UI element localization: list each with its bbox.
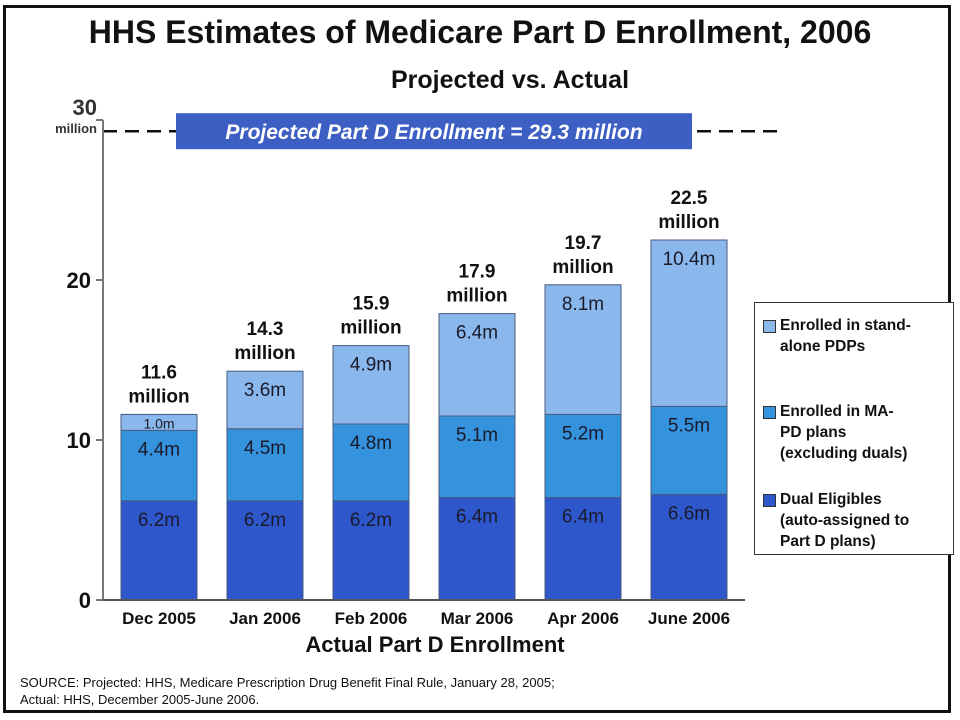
bar-4-series-1 — [544, 413, 622, 499]
segment-label-2-2: 4.9m — [350, 355, 392, 376]
bar-3-series-1 — [438, 415, 516, 499]
total-label-1: 14.3 — [247, 319, 284, 340]
total-unit-label-3: million — [446, 286, 507, 307]
bar-0-series-1 — [120, 429, 198, 502]
segment-label-3-1: 5.1m — [456, 425, 498, 446]
source-note: SOURCE: Projected: HHS, Medicare Prescri… — [20, 674, 920, 708]
segment-label-2-1: 4.8m — [350, 433, 392, 454]
bar-2-series-0 — [332, 500, 410, 601]
segment-label-1-2: 3.6m — [244, 380, 286, 401]
x-tick-label-3: Mar 2006 — [441, 609, 514, 628]
segment-label-4-1: 5.2m — [562, 423, 604, 444]
bar-1-series-1 — [226, 428, 304, 502]
segment-label-0-1: 4.4m — [138, 439, 180, 460]
bar-2-series-2 — [332, 345, 410, 425]
y-tick-label-0: 0 — [79, 588, 91, 613]
chart-title: HHS Estimates of Medicare Part D Enrollm… — [88, 14, 872, 50]
bar-4-series-2 — [544, 284, 622, 415]
segment-label-4-2: 8.1m — [562, 294, 604, 315]
segment-label-0-2: 1.0m — [143, 415, 174, 431]
x-tick-label-5: June 2006 — [648, 609, 730, 628]
total-unit-label-5: million — [658, 212, 719, 233]
segment-label-5-2: 10.4m — [663, 249, 716, 270]
bar-5-series-0 — [650, 493, 728, 601]
legend: Enrolled in stand- alone PDPs Enrolled in… — [754, 302, 954, 555]
legend-label-0: Enrolled in stand- alone PDPs — [780, 317, 911, 355]
bar-1-series-0 — [226, 500, 304, 601]
y-tick-sublabel-3: million — [55, 121, 97, 136]
y-tick-label-1: 10 — [67, 428, 91, 453]
projection-label: Projected Part D Enrollment = 29.3 milli… — [225, 121, 642, 144]
bar-0-series-2 — [120, 413, 198, 431]
bar-3-series-2 — [438, 313, 516, 417]
x-tick-label-4: Apr 2006 — [547, 609, 619, 628]
y-tick-label-2: 20 — [67, 268, 91, 293]
segment-label-5-0: 6.6m — [668, 503, 710, 524]
segment-label-3-2: 6.4m — [456, 323, 498, 344]
legend-swatch-0 — [763, 320, 776, 333]
x-tick-label-2: Feb 2006 — [335, 609, 408, 628]
total-unit-label-4: million — [552, 257, 613, 278]
y-tick-label-3: 30 — [73, 95, 97, 120]
source-line-1: SOURCE: Projected: HHS, Medicare Prescri… — [20, 675, 555, 690]
x-tick-label-0: Dec 2005 — [122, 609, 196, 628]
segment-label-2-0: 6.2m — [350, 510, 392, 531]
segment-label-0-0: 6.2m — [138, 510, 180, 531]
bar-5-series-2 — [650, 239, 728, 407]
segment-label-1-0: 6.2m — [244, 510, 286, 531]
segment-label-5-1: 5.5m — [668, 415, 710, 436]
total-unit-label-0: million — [128, 386, 189, 407]
total-unit-label-2: million — [340, 318, 401, 339]
bar-1-series-2 — [226, 370, 304, 430]
x-tick-label-1: Jan 2006 — [229, 609, 301, 628]
segment-label-4-0: 6.4m — [562, 507, 604, 528]
x-axis-title: Actual Part D Enrollment — [305, 632, 565, 657]
bar-0-series-0 — [120, 500, 198, 601]
total-label-5: 22.5 — [671, 188, 708, 209]
total-label-3: 17.9 — [459, 262, 496, 283]
legend-label-2: Dual Eligibles (auto-assigned to Part D … — [780, 491, 910, 550]
bar-4-series-0 — [544, 497, 622, 601]
source-line-2: Actual: HHS, December 2005-June 2006. — [20, 692, 260, 707]
segment-label-1-1: 4.5m — [244, 438, 286, 459]
chart-subtitle: Projected vs. Actual — [390, 66, 630, 94]
segment-label-3-0: 6.4m — [456, 507, 498, 528]
legend-label-1: Enrolled in MA- PD plans (excluding dual… — [780, 403, 908, 462]
total-label-2: 15.9 — [353, 294, 390, 315]
legend-swatch-2 — [763, 494, 776, 507]
legend-swatch-1 — [763, 406, 776, 419]
total-label-4: 19.7 — [565, 233, 602, 254]
total-unit-label-1: million — [234, 343, 295, 364]
total-label-0: 11.6 — [141, 362, 177, 383]
projection-box — [176, 113, 692, 150]
